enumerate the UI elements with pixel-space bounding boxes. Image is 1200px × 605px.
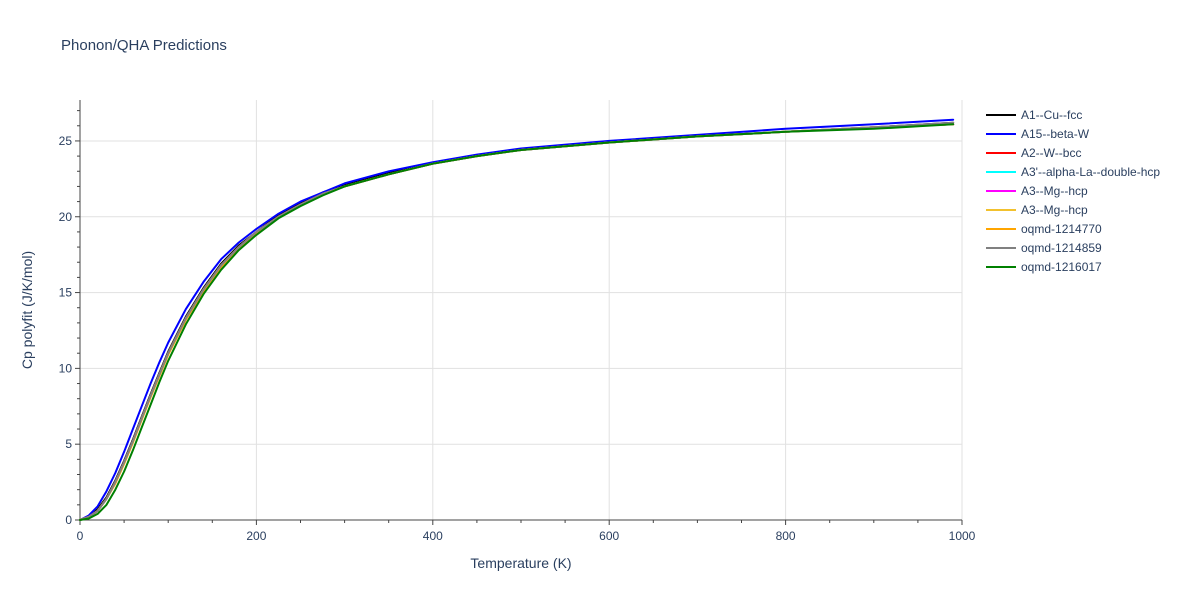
x-tick-label: 600 [599,529,619,543]
legend-label: A1--Cu--fcc [1021,108,1082,122]
legend-label: oqmd-1214770 [1021,222,1102,236]
legend-label: A3--Mg--hcp [1021,184,1088,198]
y-tick-label: 25 [59,134,73,148]
y-tick-label: 20 [59,210,73,224]
y-axis-title: Cp polyfit (J/K/mol) [19,251,35,369]
legend-label: A15--beta-W [1021,127,1090,141]
x-tick-label: 1000 [949,529,976,543]
x-tick-label: 400 [423,529,443,543]
x-tick-label: 200 [246,529,266,543]
series-line [79,123,955,521]
axes: 0 200 400 600 800 1000 0 5 10 15 20 25 [59,100,976,543]
x-axis-title: Temperature (K) [470,555,571,571]
series-line [79,123,955,521]
grid [80,100,963,520]
series-line [79,118,955,521]
series-line [79,123,955,521]
series-line [79,121,955,521]
legend-label: A3--Mg--hcp [1021,203,1088,217]
series-lines [79,118,955,521]
legend: A1--Cu--fcc A15--beta-W A2--W--bcc A3'--alp… [986,108,1160,274]
legend-label: A3'--alpha-La--double-hcp [1021,165,1160,179]
y-tick-label: 10 [59,361,73,375]
series-line [79,123,955,521]
y-tick-label: 5 [65,437,72,451]
x-tick-label: 800 [776,529,796,543]
y-tick-label: 0 [65,513,72,527]
series-line [79,121,955,521]
chart-title: Phonon/QHA Predictions [61,37,227,54]
series-line [79,123,955,521]
x-tick-label: 0 [77,529,84,543]
legend-label: oqmd-1214859 [1021,241,1102,255]
y-tick-label: 15 [59,286,73,300]
series-line [79,123,955,521]
legend-label: A2--W--bcc [1021,146,1081,160]
legend-label: oqmd-1216017 [1021,260,1102,274]
